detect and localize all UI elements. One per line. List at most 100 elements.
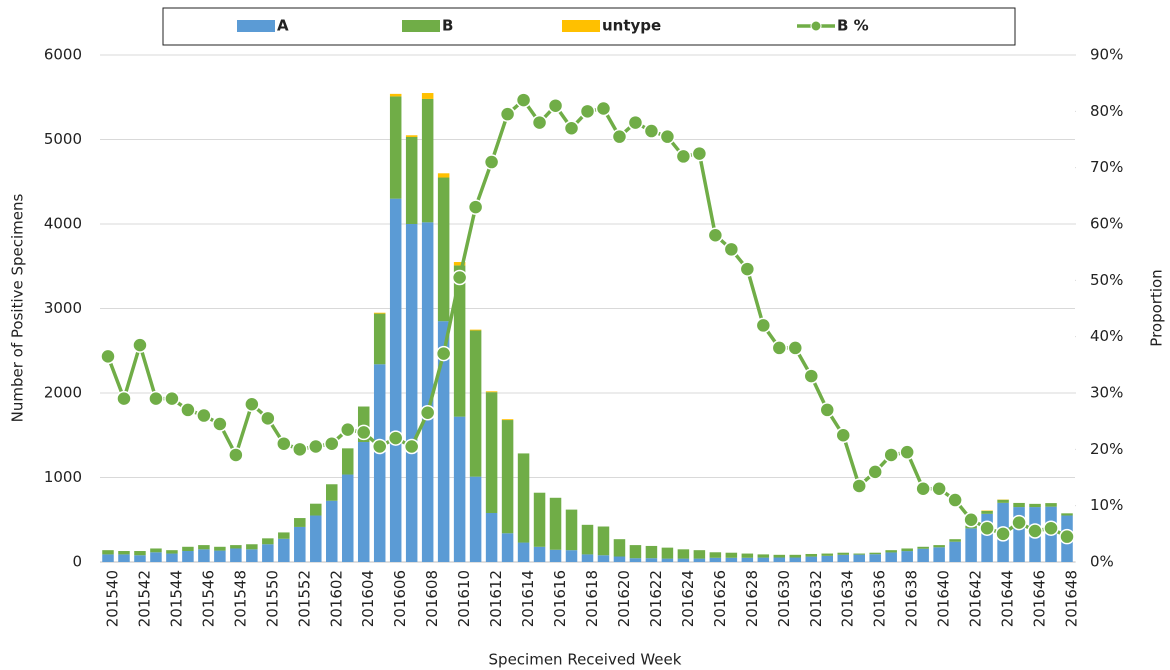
line-marker (292, 441, 308, 458)
bar (310, 503, 322, 516)
bar (981, 513, 993, 562)
legend-label: untype (602, 17, 661, 35)
bar (645, 558, 658, 562)
bar (118, 551, 130, 555)
bar (421, 222, 434, 562)
bar (677, 558, 690, 562)
bar (485, 392, 498, 513)
y2-tick-label: 80% (1090, 102, 1123, 120)
bar (1013, 507, 1025, 562)
bar (278, 538, 290, 562)
bar (581, 554, 594, 562)
x-tick-label: 201622 (647, 570, 665, 627)
legend-marker (810, 20, 822, 32)
bar (150, 552, 162, 562)
bar (773, 557, 786, 562)
x-tick-label: 201612 (487, 570, 505, 627)
bar (501, 419, 514, 421)
y2-tick-label: 40% (1090, 327, 1123, 345)
bar (182, 551, 194, 562)
bar (549, 497, 562, 550)
x-tick-label: 201634 (839, 570, 857, 627)
legend-swatch (402, 20, 440, 32)
y-tick-label: 4000 (44, 215, 82, 233)
bar (150, 548, 162, 553)
bar (581, 524, 594, 555)
bar (757, 557, 770, 562)
y-tick-label: 0 (72, 553, 82, 571)
bar (198, 545, 210, 550)
bar (933, 545, 945, 548)
line-marker (579, 103, 596, 120)
bar (789, 554, 802, 558)
y-axis-title: Number of Positive Specimens (9, 193, 27, 422)
bar (262, 544, 274, 562)
line-marker (419, 404, 436, 421)
bar (421, 93, 434, 99)
y2-tick-label: 60% (1090, 215, 1123, 233)
legend-label: B (442, 17, 453, 35)
bar (469, 329, 482, 331)
bar (469, 476, 482, 562)
bar (437, 177, 450, 322)
x-tick-label: 201640 (935, 570, 953, 627)
line-marker (371, 438, 388, 455)
bar (246, 544, 258, 550)
legend-swatch (562, 20, 600, 32)
line-marker (276, 435, 292, 452)
bar (357, 442, 370, 562)
line-marker (995, 526, 1011, 542)
line (106, 97, 1068, 539)
x-tick-label: 201548 (231, 570, 249, 627)
line-marker (164, 390, 180, 407)
line-marker (963, 512, 979, 528)
bar (741, 553, 754, 558)
x-tick-label: 201546 (199, 570, 217, 627)
bar (965, 528, 977, 562)
bar (917, 546, 929, 549)
line-marker (324, 435, 340, 452)
bar (885, 550, 897, 553)
line-marker (499, 106, 516, 122)
line-marker (931, 481, 947, 497)
bar (725, 557, 738, 562)
y2-tick-label: 50% (1090, 271, 1123, 289)
bar (565, 550, 578, 562)
x-tick-label: 201544 (167, 570, 185, 627)
bar (118, 554, 130, 562)
bar (709, 552, 722, 558)
line-marker (1027, 523, 1043, 539)
line-marker (308, 438, 324, 455)
bar (453, 265, 466, 417)
x-tick-label: 201628 (743, 570, 761, 627)
line-marker (339, 421, 356, 438)
line-marker (180, 402, 196, 418)
bar (246, 549, 258, 562)
bar (709, 557, 722, 562)
bar (341, 448, 354, 475)
bar (278, 532, 290, 539)
bar (326, 484, 338, 501)
bar (262, 538, 274, 545)
x-tick-label: 201550 (263, 570, 281, 627)
legend-label: B % (837, 17, 869, 35)
line-marker (771, 340, 788, 356)
bar (230, 548, 242, 562)
bar (373, 313, 386, 365)
bar (837, 554, 849, 562)
bar (1013, 502, 1025, 508)
bar (901, 551, 913, 562)
bar (949, 539, 961, 542)
bar (326, 500, 338, 562)
bar (310, 515, 322, 562)
x-tick-label: 201618 (583, 570, 601, 627)
bar (853, 553, 865, 555)
x-tick-label: 201632 (807, 570, 825, 627)
line-marker (483, 154, 500, 170)
bar (134, 555, 146, 562)
y2-axis-title: Proportion (1148, 269, 1166, 346)
bar (230, 545, 242, 549)
x-tick-label: 201606 (391, 570, 409, 627)
bar (134, 551, 146, 556)
bar (725, 552, 738, 558)
